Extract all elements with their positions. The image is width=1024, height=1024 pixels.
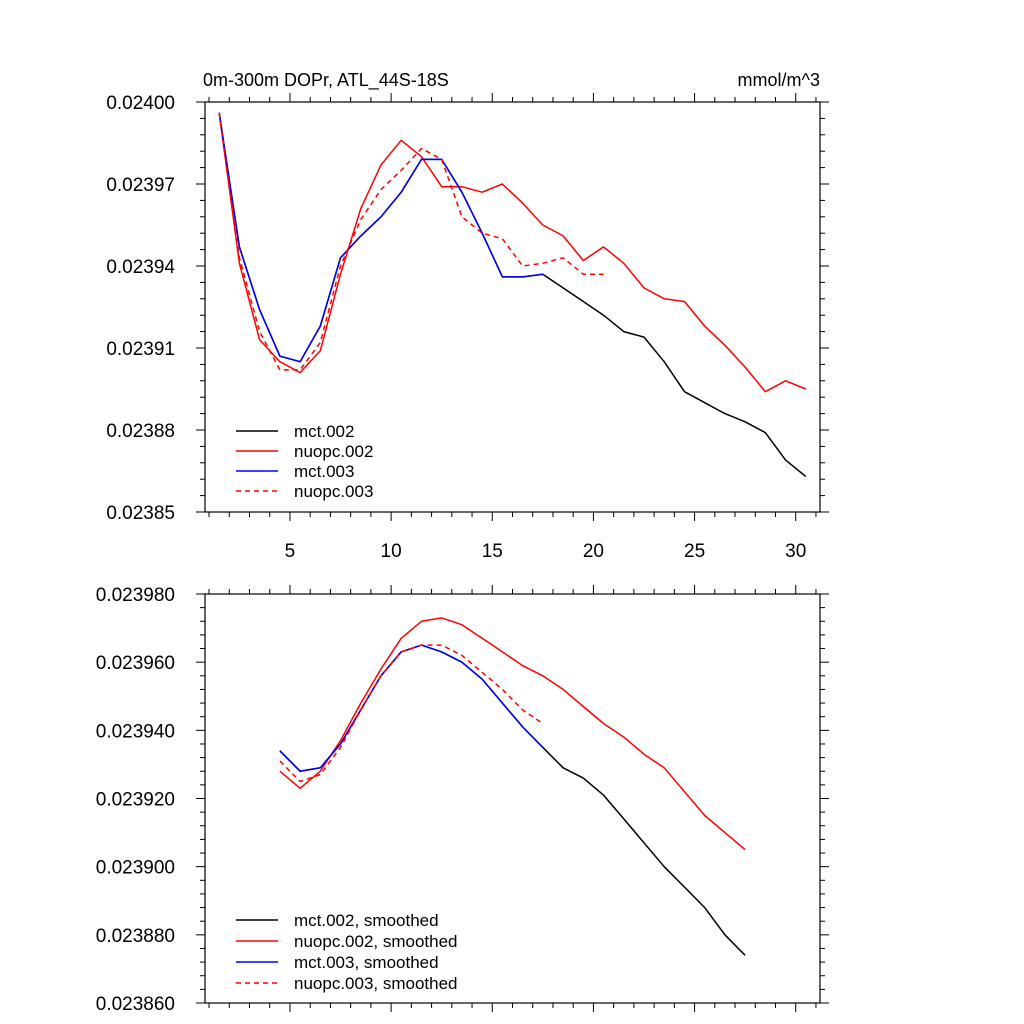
bottom-series-nuopc-003-smoothed (279, 644, 544, 783)
top-legend-label: mct.003 (294, 462, 354, 481)
bottom-series-mct-003-smoothed (279, 644, 544, 772)
top-y-tick-label: 0.02388 (106, 421, 175, 442)
bottom-legend-label: nuopc.002, smoothed (294, 932, 458, 951)
top-panel-units: mmol/m^3 (738, 70, 820, 90)
bottom-y-tick-label: 0.023960 (96, 653, 175, 674)
top-panel-title: 0m-300m DOPr, ATL_44S-18S (203, 70, 449, 91)
bottom-panel: 0.023860 0.023880 0.023900 0.023920 0.023940… (96, 585, 829, 1015)
bottom-y-tick-label: 0.023920 (96, 790, 175, 811)
top-y-tick-label: 0.02397 (106, 175, 175, 196)
bottom-y-tick-label: 0.023900 (96, 858, 175, 879)
top-x-tick-label: 10 (381, 541, 402, 562)
top-series-mct-003 (218, 112, 543, 363)
top-y-tick-label: 0.02394 (106, 257, 175, 278)
top-series-nuopc-002 (218, 112, 807, 393)
top-panel: 0m-300m DOPr, ATL_44S-18S mmol/m^3 5 10 15… (106, 70, 829, 562)
bottom-y-tick-label: 0.023940 (96, 721, 175, 742)
bottom-legend-label: mct.002, smoothed (294, 911, 439, 930)
top-x-tick-label: 20 (583, 541, 604, 562)
top-x-tick-label: 5 (285, 541, 296, 562)
bottom-legend-label: nuopc.003, smoothed (294, 974, 458, 993)
top-y-tick-label: 0.02400 (106, 93, 175, 114)
top-legend-label: nuopc.003 (294, 482, 373, 501)
top-x-tick-label: 15 (482, 541, 503, 562)
bottom-y-tick-label: 0.023860 (96, 994, 175, 1015)
bottom-legend-label: mct.003, smoothed (294, 953, 439, 972)
top-x-tick-label: 25 (684, 541, 705, 562)
bottom-series-mct-002-smoothed (279, 644, 746, 956)
top-y-tick-label: 0.02391 (106, 339, 175, 360)
bottom-y-tick-label: 0.023980 (96, 585, 175, 606)
top-legend-label: mct.002 (294, 422, 354, 441)
top-y-tick-label: 0.02385 (106, 503, 175, 524)
top-x-tick-label: 30 (785, 541, 806, 562)
bottom-y-tick-label: 0.023880 (96, 926, 175, 947)
bottom-series-nuopc-002-smoothed (279, 617, 746, 851)
top-series-nuopc-003 (218, 112, 604, 371)
top-legend-label: nuopc.002 (294, 442, 373, 461)
